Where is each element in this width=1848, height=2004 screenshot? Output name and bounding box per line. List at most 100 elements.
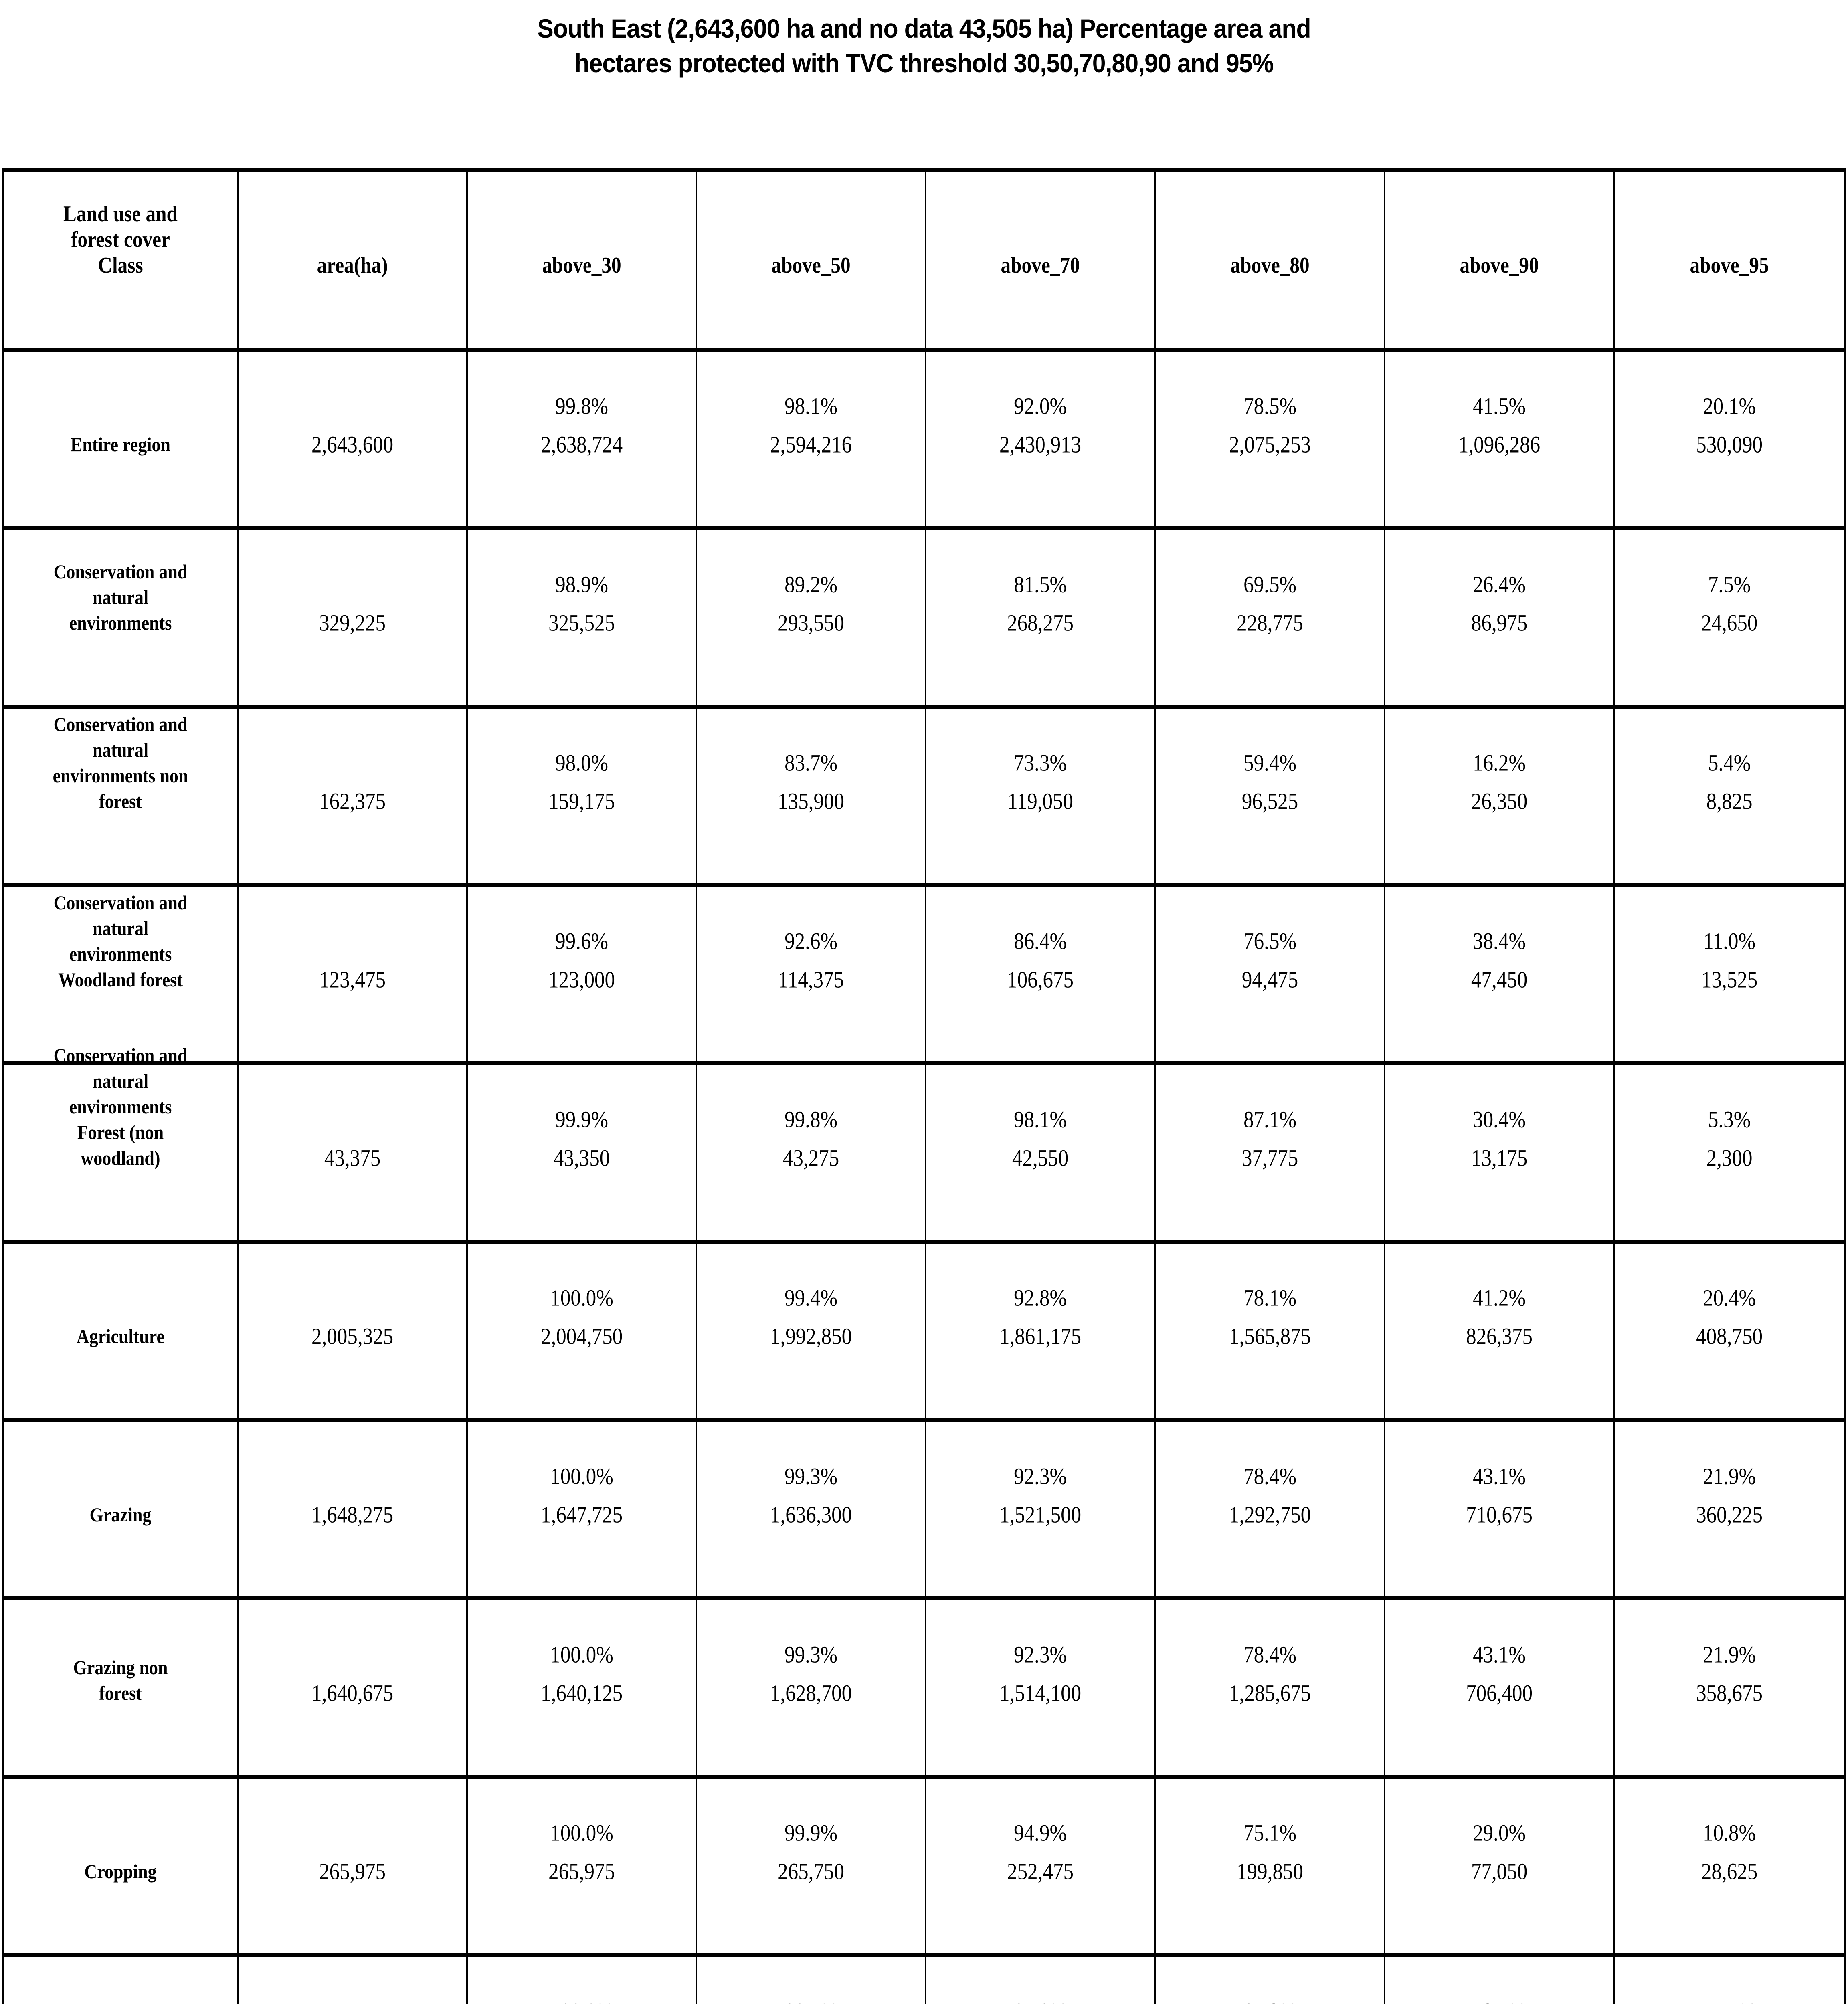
ha-value: 28,625 [1701,1858,1758,1885]
ha-value: 43,350 [554,1145,610,1171]
value-cell: 5.4% 8,825 [1614,709,1844,887]
ha-value: 1,521,500 [999,1501,1082,1528]
area-cell: 2,643,600 [239,352,468,530]
value-cell: 99.6% 123,000 [468,887,698,1065]
header-cell: above_70 [926,172,1156,352]
value-cell: 99.8% 2,638,724 [468,352,698,530]
value-cell: 92.0% 2,430,913 [926,352,1156,530]
value-cell: 43.1% 710,675 [1385,1422,1615,1600]
value-cell: 92.8% 1,861,175 [926,1244,1156,1422]
pct-value: 75.1% [1243,1820,1296,1846]
value-cell: 21.9% 358,675 [1614,1600,1844,1779]
row-label-cell: Conservation and natural environments Wo… [4,887,239,1065]
area-value: 2,643,600 [311,431,394,458]
ha-value: 1,096,286 [1458,431,1540,458]
value-cell: 73.3% 119,050 [926,709,1156,887]
value-cell: 20.1% 530,090 [1614,352,1844,530]
value-cell: 92.3% 1,521,500 [926,1422,1156,1600]
column-header: Land use and forest cover Class [63,202,178,278]
pct-value: 22.2% [1630,1998,1829,2004]
value-cell: 29.0% 77,050 [1385,1779,1615,1957]
area-cell: 1,640,675 [239,1600,468,1779]
ha-value: 2,430,913 [999,431,1082,458]
area-value: 1,648,275 [311,1501,394,1528]
row-label-cell: Entire region [4,352,239,530]
row-label-cell: Conservation and natural environments Fo… [4,1044,239,1244]
value-cell: 99.7%89,250 [697,1957,927,2004]
pct-value: 41.5% [1472,393,1526,419]
value-cell: 100.0% 2,004,750 [468,1244,698,1422]
row-label: Cropping [84,1860,157,1883]
header-cell: Land use and forest cover Class [4,172,239,352]
row-label-cell: Conservation and natural environments no… [4,709,239,887]
ha-value: 47,450 [1471,966,1527,993]
value-cell: 78.4% 1,292,750 [1156,1422,1385,1600]
pct-value: 98.0% [555,749,609,776]
row-label: Grazing [89,1503,152,1526]
header-cell: above_95 [1614,172,1844,352]
ha-value: 360,225 [1696,1501,1763,1528]
value-cell: 98.0% 159,175 [468,709,698,887]
pct-value: 78.4% [1243,1463,1296,1489]
value-cell: 30.4% 13,175 [1385,1065,1615,1244]
value-cell: 43.1% 706,400 [1385,1600,1615,1779]
pct-value: 99.6% [555,928,609,954]
ha-value: 706,400 [1466,1680,1533,1706]
column-header: above_90 [1460,253,1539,278]
ha-value: 1,565,875 [1229,1323,1311,1349]
value-cell: 83.7% 135,900 [697,709,927,887]
ha-value: 2,004,750 [541,1323,623,1349]
area-cell: 43,375 [239,1065,468,1244]
ha-value: 94,475 [1241,966,1298,993]
pct-value: 98.1% [784,393,838,419]
value-cell: 92.6% 114,375 [697,887,927,1065]
pct-value: 98.1% [1014,1106,1067,1133]
ha-value: 119,050 [1007,788,1074,814]
value-cell: 99.8% 43,275 [697,1065,927,1244]
pct-value: 92.0% [1014,393,1067,419]
column-header: above_50 [771,253,851,278]
value-cell: 98.9% 325,525 [468,530,698,709]
pct-value: 78.4% [1243,1641,1296,1668]
value-cell: 78.4% 1,285,675 [1156,1600,1385,1779]
value-cell: 78.1% 1,565,875 [1156,1244,1385,1422]
value-cell: 69.5% 228,775 [1156,530,1385,709]
pct-value: 99.3% [784,1641,838,1668]
area-value: 43,375 [324,1145,381,1171]
pct-value: 5.4% [1708,749,1751,776]
pct-value: 100.0% [550,1820,613,1846]
ha-value: 199,850 [1236,1858,1303,1885]
pct-value: 83.7% [784,749,838,776]
ha-value: 228,775 [1236,610,1303,636]
value-cell: 43.1%38,625 [1385,1957,1615,2004]
ha-value: 265,750 [778,1858,845,1885]
pct-value: 100.0% [550,1463,613,1489]
pct-value: 92.3% [1014,1641,1067,1668]
ha-value: 77,050 [1471,1858,1527,1885]
pct-value: 20.4% [1702,1285,1756,1311]
pct-value: 78.1% [1243,1285,1296,1311]
value-cell: 59.4% 96,525 [1156,709,1385,887]
value-cell: 16.2% 26,350 [1385,709,1615,887]
ha-value: 2,594,216 [770,431,852,458]
land-use-table: Land use and forest cover Class area(ha) a… [2,168,1846,2004]
ha-value: 1,285,675 [1229,1680,1311,1706]
pct-value: 38.4% [1472,928,1526,954]
ha-value: 252,475 [1007,1858,1074,1885]
pct-value: 29.0% [1472,1820,1526,1846]
ha-value: 8,825 [1706,788,1753,814]
value-cell: 81.3%72,750 [1156,1957,1385,2004]
column-header: above_70 [1001,253,1080,278]
ha-value: 710,675 [1466,1501,1533,1528]
row-label-cell: Irrigation [4,1957,239,2004]
pct-value: 100.0% [550,1641,613,1668]
value-cell: 95.9%85,875 [926,1957,1156,2004]
area-cell: 89,525 [239,1957,468,2004]
column-header: above_30 [542,253,621,278]
pct-value: 99.4% [784,1285,838,1311]
area-cell: 2,005,325 [239,1244,468,1422]
pct-value: 87.1% [1243,1106,1296,1133]
ha-value: 1,861,175 [999,1323,1082,1349]
ha-value: 37,775 [1241,1145,1298,1171]
pct-value: 21.9% [1702,1463,1756,1489]
